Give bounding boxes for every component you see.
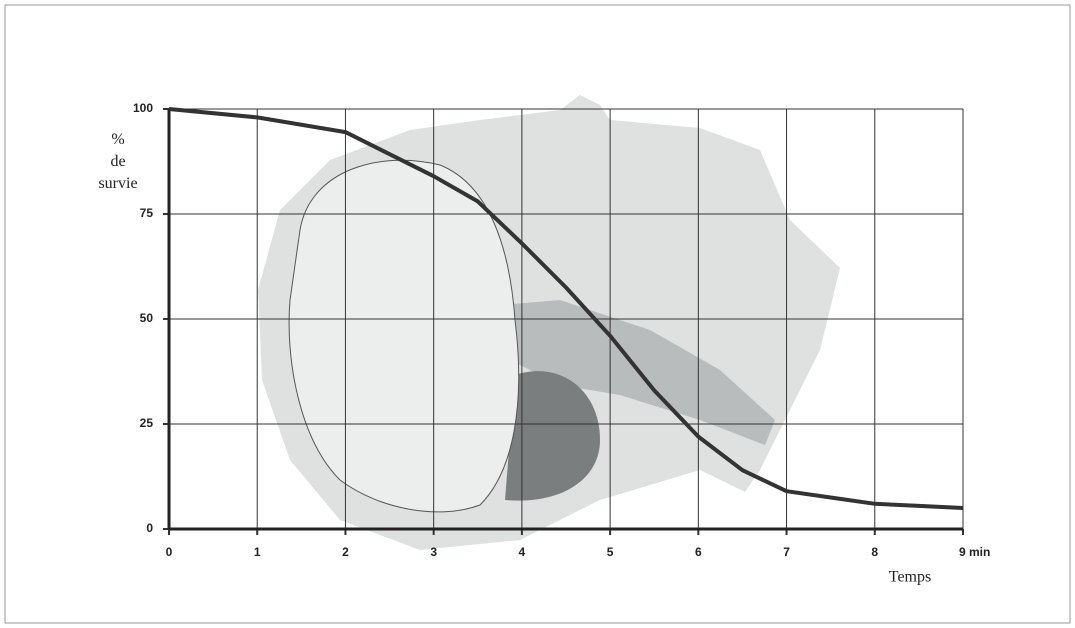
y-axis-label-line: % [111,131,124,148]
y-tick-label: 25 [140,416,154,430]
y-tick-label: 0 [146,521,153,535]
x-tick-label: 7 [783,545,790,559]
x-tick-label: 5 [607,545,614,559]
cerebrum [288,159,520,513]
x-tick-label: 8 [871,545,878,559]
cerebellum [505,371,600,501]
y-axis-label-line: survie [98,175,137,192]
x-tick-label: 0 [166,545,173,559]
x-tick-label: 2 [342,545,349,559]
y-axis-label: % de survie [98,131,137,192]
survival-curve [168,107,964,510]
x-axis-label: Temps [889,569,931,586]
x-tick-label: 4 [519,545,526,559]
y-tick-label: 50 [140,311,154,325]
x-tick-label: 3 [430,545,437,559]
y-axis-label-line: de [110,153,125,170]
plot [168,107,964,510]
x-tick-label: 9 min [959,545,990,559]
y-tick-label: 100 [133,101,153,115]
x-tick-label: 6 [695,545,702,559]
grid [168,108,964,530]
y-tick-label: 75 [140,206,154,220]
x-tick-label: 1 [254,545,261,559]
axes: 0 25 50 75 100 0 1 2 3 4 5 6 7 8 9 min [133,101,990,559]
